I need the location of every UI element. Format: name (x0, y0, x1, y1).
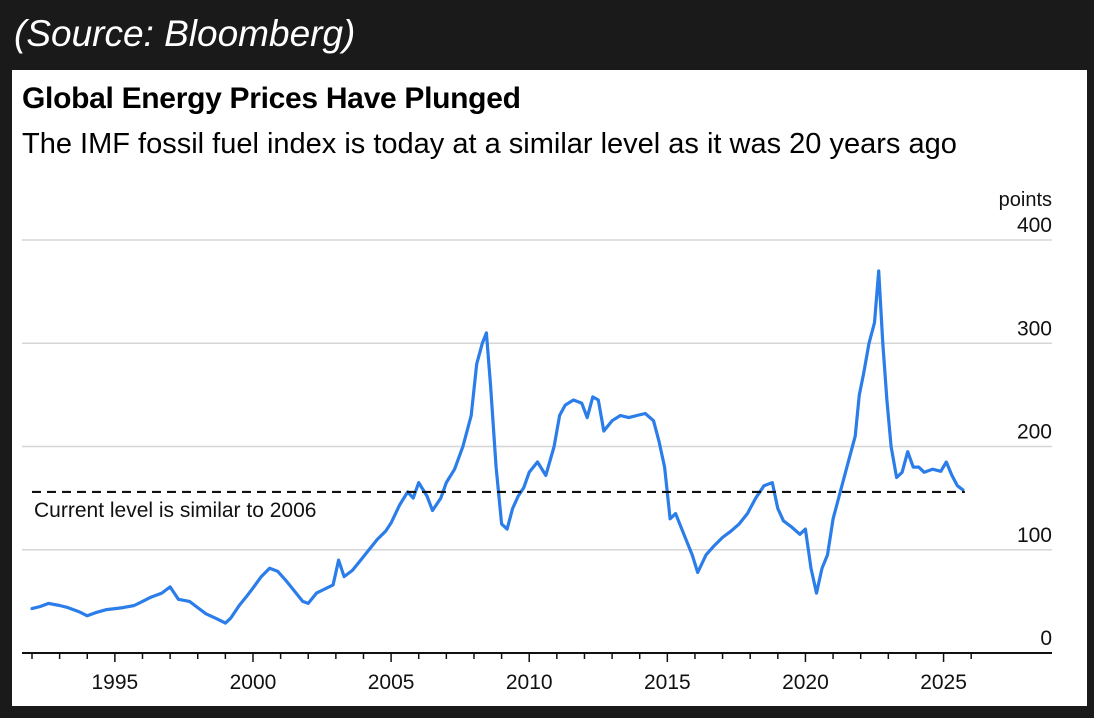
y-axis-unit-label: points (999, 189, 1052, 211)
gridlines (22, 239, 1052, 551)
y-tick-label-100: 100 (1017, 524, 1052, 547)
chart-card: Global Energy Prices Have Plunged The IM… (12, 70, 1087, 706)
x-tick-label-1995: 1995 (92, 671, 139, 694)
series-layer (30, 269, 965, 625)
chart-title: Global Energy Prices Have Plunged (22, 82, 521, 115)
y-tick-label-400: 400 (1017, 214, 1052, 237)
x-tick-label-2020: 2020 (782, 671, 829, 694)
series-line-0 (30, 269, 965, 625)
x-tick-label-2015: 2015 (644, 671, 691, 694)
y-tick-label-200: 200 (1017, 421, 1052, 444)
reference-line-label: Current level is similar to 2006 (34, 499, 316, 522)
x-tick-label-2000: 2000 (230, 671, 277, 694)
x-tick-label-2025: 2025 (920, 671, 967, 694)
x-axis: 1995 2000 2005 2010 2015 2020 2025 (22, 652, 1052, 694)
x-tick-label-2010: 2010 (506, 671, 553, 694)
line-chart: points 0 100 200 300 400 1995 2000 2005 2010 201… (22, 189, 1052, 694)
y-tick-labels: 0 100 200 300 400 (1017, 214, 1052, 650)
source-caption: (Source: Bloomberg) (14, 13, 356, 54)
x-tick-label-2005: 2005 (368, 671, 415, 694)
y-tick-label-0: 0 (1040, 627, 1052, 650)
chart-subtitle: The IMF fossil fuel index is today at a … (22, 128, 957, 160)
y-tick-label-300: 300 (1017, 317, 1052, 340)
